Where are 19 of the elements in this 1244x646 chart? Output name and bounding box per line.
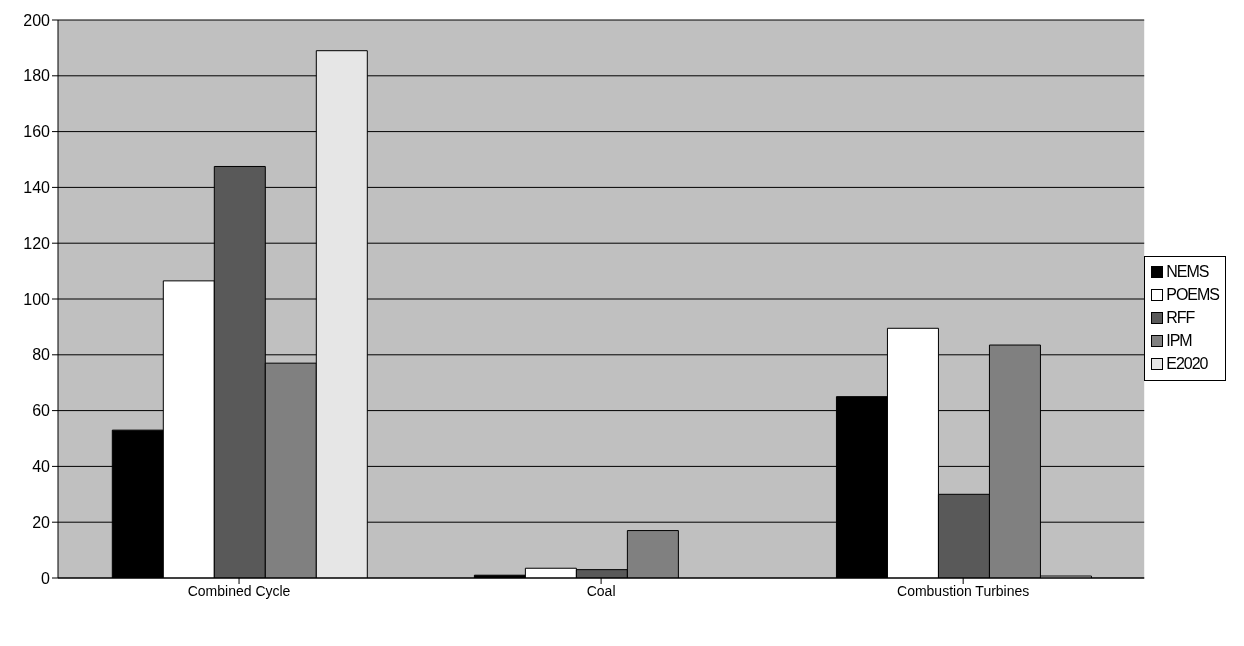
legend-label: E2020: [1166, 355, 1208, 373]
legend-label: NEMS: [1166, 263, 1209, 281]
y-tick-label: 0: [41, 569, 51, 587]
y-tick-label: 60: [32, 402, 51, 420]
x-tick-label: Combined Cycle: [187, 582, 291, 599]
legend-label: RFF: [1166, 309, 1195, 327]
legend-label: POEMS: [1166, 286, 1219, 304]
y-tick-label: 140: [23, 179, 51, 197]
y-tick-label: 80: [32, 346, 51, 364]
y-tick-label: 180: [23, 67, 51, 85]
y-tick-label: 40: [32, 458, 51, 476]
y-tick-label: 120: [23, 234, 51, 252]
y-tick-label: 20: [32, 513, 51, 531]
y-tick-label: 160: [23, 123, 51, 141]
y-tick-label: 200: [23, 11, 51, 29]
legend-label: IPM: [1166, 332, 1192, 350]
x-tick-label: Combustion Turbines: [897, 582, 1030, 599]
x-tick-label: Coal: [586, 582, 616, 599]
y-tick-label: 100: [23, 290, 51, 308]
